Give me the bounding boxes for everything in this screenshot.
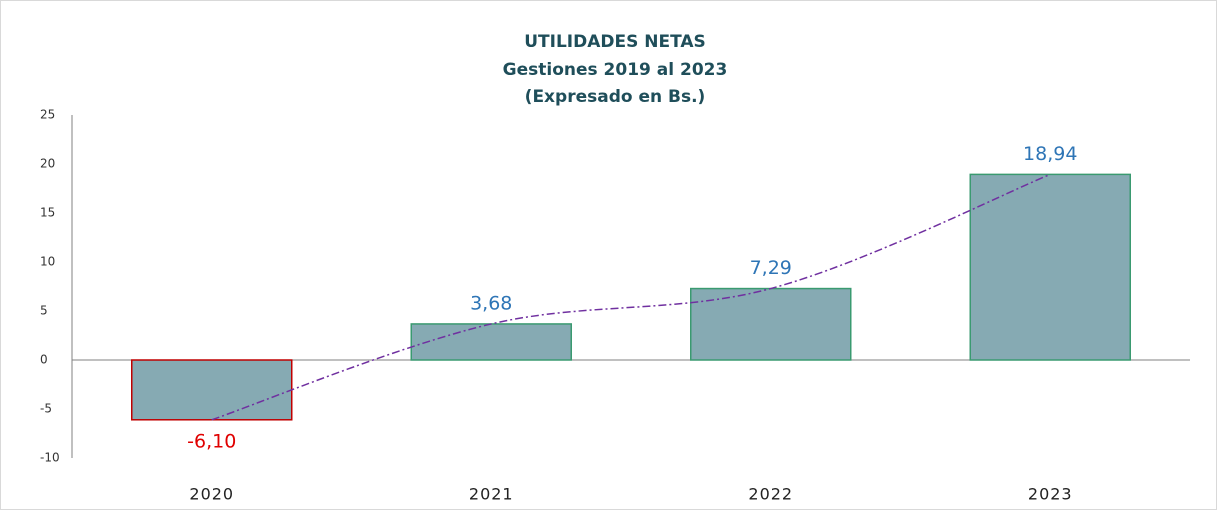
chart-subtitle: Gestiones 2019 al 2023: [503, 60, 728, 80]
value-label: -6,10: [187, 430, 236, 452]
x-tick-label: 2020: [189, 485, 234, 504]
chart-note: (Expresado en Bs.): [525, 87, 706, 107]
trendline: [211, 173, 1051, 421]
bar: [690, 287, 852, 361]
x-tick-label: 2022: [748, 485, 793, 504]
y-tick-label: 25: [40, 108, 55, 122]
x-tick-label: 2021: [469, 485, 514, 504]
y-tick-label: 20: [40, 157, 55, 171]
y-tick-label: 15: [40, 206, 55, 220]
y-tick-label: 0: [40, 353, 48, 367]
y-tick-label: 5: [40, 304, 48, 318]
y-tick-label: -10: [40, 451, 60, 465]
value-label: 18,94: [1023, 143, 1077, 165]
bar: [410, 323, 572, 361]
value-label: 3,68: [470, 292, 512, 314]
bar: [969, 173, 1131, 361]
chart-title: UTILIDADES NETAS: [524, 32, 706, 52]
bar: [131, 359, 293, 421]
y-tick-label: 10: [40, 255, 55, 269]
y-tick-label: -5: [40, 402, 52, 416]
value-label: 7,29: [750, 257, 792, 279]
x-tick-label: 2023: [1028, 485, 1073, 504]
